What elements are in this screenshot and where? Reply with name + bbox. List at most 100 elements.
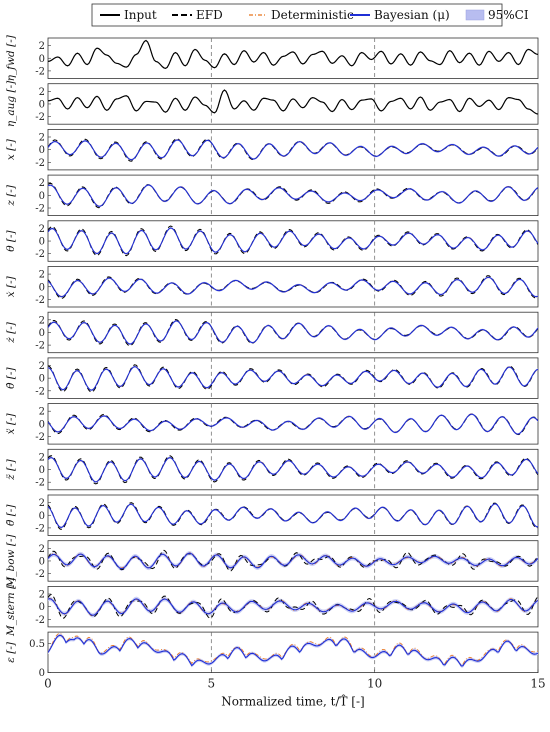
- y-tick-label: 0: [39, 668, 45, 679]
- panel: 0.5 0 ε [-]: [5, 631, 539, 679]
- panel-frame: [47, 174, 539, 217]
- panel: 2 0-2 θ̇ [-]: [4, 357, 539, 399]
- y-tick-label: 2: [39, 498, 45, 509]
- panel-plot: [48, 182, 538, 209]
- y-tick-label: 2: [39, 270, 45, 281]
- x-tick-label: 0: [44, 677, 52, 691]
- y-axis-label: η_fwd [-]: [5, 34, 17, 81]
- x-axis: 0 5 10 15 Normalized time, t/T̂ [-]: [44, 669, 546, 709]
- legend-label: EFD: [196, 8, 223, 22]
- y-tick-label: 0: [39, 328, 45, 339]
- panel-plot: [48, 549, 538, 572]
- y-tick-label: 0.5: [29, 639, 45, 650]
- panel-plot: [48, 275, 538, 299]
- y-tick-label: 2: [39, 589, 45, 600]
- panel: 2 0 -2 z [-]: [5, 174, 539, 217]
- panel-plot: [48, 138, 538, 162]
- y-axis-label: M_stern [-]: [5, 576, 17, 637]
- y-tick-label: 0: [39, 99, 45, 110]
- series-efd-line: [48, 275, 538, 299]
- y-tick-label: 2: [39, 87, 45, 98]
- panel: 2 0 -2 z̈ [-]: [4, 448, 539, 491]
- panel-plot: [48, 89, 538, 115]
- y-axis-label: θ [-]: [5, 229, 17, 251]
- panel: 2 0-2 θ̈ [-]: [4, 494, 539, 536]
- series-bayesian-line: [48, 634, 538, 667]
- series-efd-line: [48, 138, 538, 162]
- y-axis-label: η_aug [-]: [5, 80, 17, 127]
- panel: 20 -2 ẍ [-]: [5, 403, 539, 445]
- panel-plot: [48, 39, 538, 70]
- panel: 2 0-2 η_fwd [-]: [5, 34, 539, 81]
- panel-plot: [48, 593, 538, 619]
- series-bayesian-line: [48, 457, 538, 483]
- legend-label: 95%CI: [488, 8, 529, 22]
- panel: 2 0-2 θ [-]: [5, 220, 539, 262]
- y-tick-label: -2: [35, 66, 45, 77]
- y-axis-label: z̈ [-]: [4, 458, 17, 481]
- y-tick-label: 2: [39, 315, 45, 326]
- legend: Input EFD Deterministic Bayesian (μ) 95%CI: [91, 3, 529, 27]
- panel: 20 -2 ẋ [-]: [5, 266, 539, 308]
- series-efd-line: [48, 413, 538, 436]
- panel-plot: [48, 502, 538, 530]
- panel-frame: [47, 311, 539, 354]
- y-tick-label: 2: [39, 132, 45, 143]
- y-axis-label: ẍ [-]: [5, 412, 17, 434]
- series-bayesian-line: [48, 227, 538, 255]
- series-bayesian-line: [48, 139, 538, 161]
- series-bayesian-line: [48, 276, 538, 298]
- y-tick-label: -2: [35, 204, 45, 215]
- y-tick-label: 2: [39, 544, 45, 555]
- y-tick-label: 0: [39, 465, 45, 476]
- legend-label: Bayesian (μ): [374, 8, 450, 22]
- y-tick-label: -2: [35, 112, 45, 123]
- panel: 20 -2 η_aug [-]: [5, 80, 539, 127]
- panel: 2 0 -2 x [-]: [5, 128, 539, 171]
- series-bayesian-line: [48, 598, 538, 616]
- panel-plot: [48, 225, 538, 257]
- panel-plot: [48, 455, 538, 485]
- y-axis-label: ε [-]: [5, 641, 17, 663]
- series-bayesian-line: [48, 366, 538, 391]
- y-tick-label: -2: [35, 615, 45, 626]
- legend-label: Input: [124, 8, 157, 22]
- y-tick-label: 2: [39, 178, 45, 189]
- series-bayesian-line: [48, 320, 538, 345]
- y-axis-label: θ̇ [-]: [4, 367, 17, 389]
- y-tick-label: 2: [39, 407, 45, 418]
- y-axis-label: ż [-]: [5, 321, 17, 344]
- y-axis-label: θ̈ [-]: [4, 504, 17, 526]
- y-axis-label: M_bow [-]: [5, 533, 17, 588]
- panel-frame: [47, 220, 539, 262]
- series-efd-line: [48, 593, 538, 619]
- series-bayesian-line: [48, 184, 538, 207]
- legend-box: [91, 3, 503, 27]
- x-tick-label: 15: [530, 677, 545, 691]
- panel-frame: [47, 357, 539, 399]
- y-tick-label: 2: [39, 452, 45, 463]
- panel-frame: [47, 448, 539, 491]
- series-deterministic-line: [48, 632, 538, 666]
- y-tick-label: 0: [39, 191, 45, 202]
- x-axis-label: Normalized time, t/T̂ [-]: [221, 693, 364, 708]
- series-input-line: [48, 89, 538, 115]
- y-tick-label: -2: [35, 295, 45, 306]
- panel-frame: [47, 128, 539, 171]
- panel: 20 -2 M_bow [-]: [5, 533, 539, 589]
- legend-swatch: [465, 9, 485, 21]
- y-tick-label: 2: [39, 361, 45, 372]
- panel-frame: [47, 37, 539, 79]
- x-tick-label: 10: [367, 677, 382, 691]
- y-tick-label: -2: [35, 432, 45, 443]
- panel-plot: [48, 364, 538, 393]
- y-tick-label: 0: [39, 54, 45, 65]
- y-tick-label: -2: [35, 478, 45, 489]
- y-axis-label: ẋ [-]: [5, 275, 17, 297]
- panel-plot: [48, 632, 538, 668]
- y-tick-label: 0: [39, 419, 45, 430]
- legend-label: Deterministic: [271, 8, 354, 22]
- x-tick-label: 5: [208, 677, 216, 691]
- y-tick-label: 0: [39, 511, 45, 522]
- y-axis-label: x [-]: [5, 138, 17, 160]
